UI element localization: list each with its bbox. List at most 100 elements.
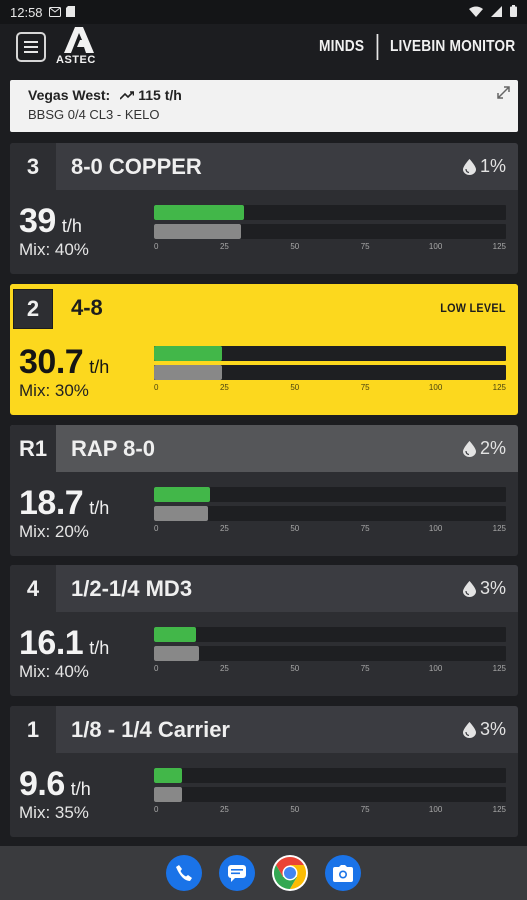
water-drop-icon (462, 158, 476, 175)
actual-rate-track (154, 487, 506, 502)
bin-rate: 9.6 t/h (19, 765, 91, 804)
water-drop-icon (462, 721, 476, 738)
bin-body: 18.7 t/h Mix: 20% 0 25 50 75 100 125 (10, 472, 518, 556)
menu-icon-line (24, 51, 38, 53)
axis-tick-label: 75 (360, 524, 370, 533)
target-rate-bar (154, 646, 200, 661)
axis-tick-label: 100 (428, 524, 443, 533)
wifi-icon (469, 5, 483, 20)
axis-tick-label: 100 (428, 664, 443, 673)
bin-rate-unit: t/h (89, 498, 110, 518)
bin-material-name: 4-8 (71, 294, 103, 320)
status-time: 12:58 (10, 4, 43, 20)
target-rate-bar (154, 224, 242, 239)
axis-tick-label: 25 (219, 524, 229, 533)
axis-tick-label: 25 (219, 805, 229, 814)
axis-tick-label: 0 (154, 664, 159, 673)
axis-tick-label: 75 (360, 805, 370, 814)
brand-name: ASTEC (56, 54, 96, 66)
camera-icon[interactable] (325, 855, 361, 891)
target-rate-track (154, 224, 506, 239)
bin-card-1[interactable]: 1 1/8 - 1/4 Carrier 3% 9.6 t/h Mix: 35% … (10, 706, 518, 837)
bin-mix: Mix: 30% (19, 381, 89, 400)
bin-rate-unit: t/h (89, 357, 110, 377)
site-summary-card[interactable]: Vegas West: 115 t/h BBSG 0/4 CL3 - KELO (10, 80, 518, 132)
moisture-value: 1% (479, 156, 506, 176)
target-rate-track (154, 506, 506, 521)
actual-rate-track (154, 768, 506, 783)
bin-card-4[interactable]: 4 1/2-1/4 MD3 3% 16.1 t/h Mix: 40% 0 25 50… (10, 565, 518, 696)
bin-rate: 39 t/h (19, 202, 82, 241)
bar-axis-ticks: 0 25 50 75 100 125 (154, 524, 506, 536)
sd-card-icon (65, 5, 75, 20)
bin-bar-chart: 0 25 50 75 100 125 (154, 487, 506, 536)
bin-number: 3 (10, 143, 56, 190)
nav-livebin-monitor[interactable]: LIVEBIN MONITOR (389, 38, 515, 55)
moisture-indicator: 3% (462, 578, 506, 599)
gmail-notification-icon (48, 5, 61, 20)
astec-logo-mark-icon (64, 27, 94, 53)
actual-rate-bar (154, 205, 245, 220)
axis-tick-label: 50 (290, 664, 300, 673)
nav-minds[interactable]: MINDS (318, 38, 364, 55)
target-rate-track (154, 787, 506, 802)
bin-mix: Mix: 40% (19, 662, 89, 681)
axis-tick-label: 75 (360, 242, 370, 251)
bin-rate-value: 18.7 (19, 484, 84, 522)
bin-rate: 30.7 t/h (19, 343, 109, 382)
bin-header: 2 4-8 LOW LEVEL (10, 284, 518, 331)
app-bar: ASTEC MINDS LIVEBIN MONITOR (0, 24, 527, 70)
moisture-value: 2% (479, 438, 506, 458)
bin-card-r1[interactable]: R1 RAP 8-0 2% 18.7 t/h Mix: 20% 0 25 50 75 1… (10, 425, 518, 556)
bin-card-2[interactable]: 2 4-8 LOW LEVEL 30.7 t/h Mix: 30% 0 25 50 7… (10, 284, 518, 415)
moisture-indicator: 2% (462, 438, 506, 459)
menu-button[interactable] (16, 32, 46, 62)
bin-bar-chart: 0 25 50 75 100 125 (154, 627, 506, 676)
site-recipe: BBSG 0/4 CL3 - KELO (28, 107, 160, 122)
axis-tick-label: 125 (492, 524, 506, 533)
low-level-alert: LOW LEVEL (440, 301, 506, 315)
bin-number: 2 (13, 289, 53, 329)
actual-rate-bar (154, 627, 197, 642)
bin-rate-value: 30.7 (19, 343, 84, 381)
axis-tick-label: 100 (428, 242, 443, 251)
axis-tick-label: 0 (154, 242, 159, 251)
actual-rate-bar (154, 487, 211, 502)
nav-divider (375, 34, 378, 60)
bin-rate-value: 16.1 (19, 624, 84, 662)
bin-body: 39 t/h Mix: 40% 0 25 50 75 100 125 (10, 190, 518, 274)
axis-tick-label: 50 (290, 805, 300, 814)
bin-card-3[interactable]: 3 8-0 COPPER 1% 39 t/h Mix: 40% 0 25 50 75 1… (10, 143, 518, 274)
bin-header: 4 1/2-1/4 MD3 3% (10, 565, 518, 612)
chrome-icon[interactable] (272, 855, 308, 891)
axis-tick-label: 125 (492, 805, 506, 814)
phone-icon[interactable] (166, 855, 202, 891)
site-name: Vegas West: (28, 87, 111, 103)
trending-up-icon (120, 90, 135, 100)
bin-material-name: RAP 8-0 (71, 435, 155, 461)
axis-tick-label: 125 (492, 242, 506, 251)
axis-tick-label: 0 (154, 383, 159, 392)
axis-tick-label: 125 (492, 383, 506, 392)
axis-tick-label: 25 (219, 383, 229, 392)
actual-rate-track (154, 346, 506, 361)
bin-rate-unit: t/h (61, 216, 82, 236)
moisture-indicator: 3% (462, 719, 506, 740)
axis-tick-label: 100 (428, 805, 443, 814)
bin-rate: 18.7 t/h (19, 484, 109, 523)
axis-tick-label: 100 (428, 383, 443, 392)
target-rate-bar (154, 787, 183, 802)
menu-icon-line (24, 46, 38, 48)
target-rate-bar (154, 506, 208, 521)
bin-number: 1 (10, 706, 56, 753)
bin-body: 30.7 t/h Mix: 30% 0 25 50 75 100 125 (10, 331, 518, 415)
bin-rate: 16.1 t/h (19, 624, 109, 663)
bin-bar-chart: 0 25 50 75 100 125 (154, 346, 506, 395)
target-rate-bar (154, 365, 222, 380)
bin-number: 4 (10, 565, 56, 612)
target-rate-track (154, 646, 506, 661)
messages-icon[interactable] (219, 855, 255, 891)
expand-icon[interactable] (497, 86, 510, 104)
axis-tick-label: 0 (154, 524, 159, 533)
bar-axis-ticks: 0 25 50 75 100 125 (154, 242, 506, 254)
